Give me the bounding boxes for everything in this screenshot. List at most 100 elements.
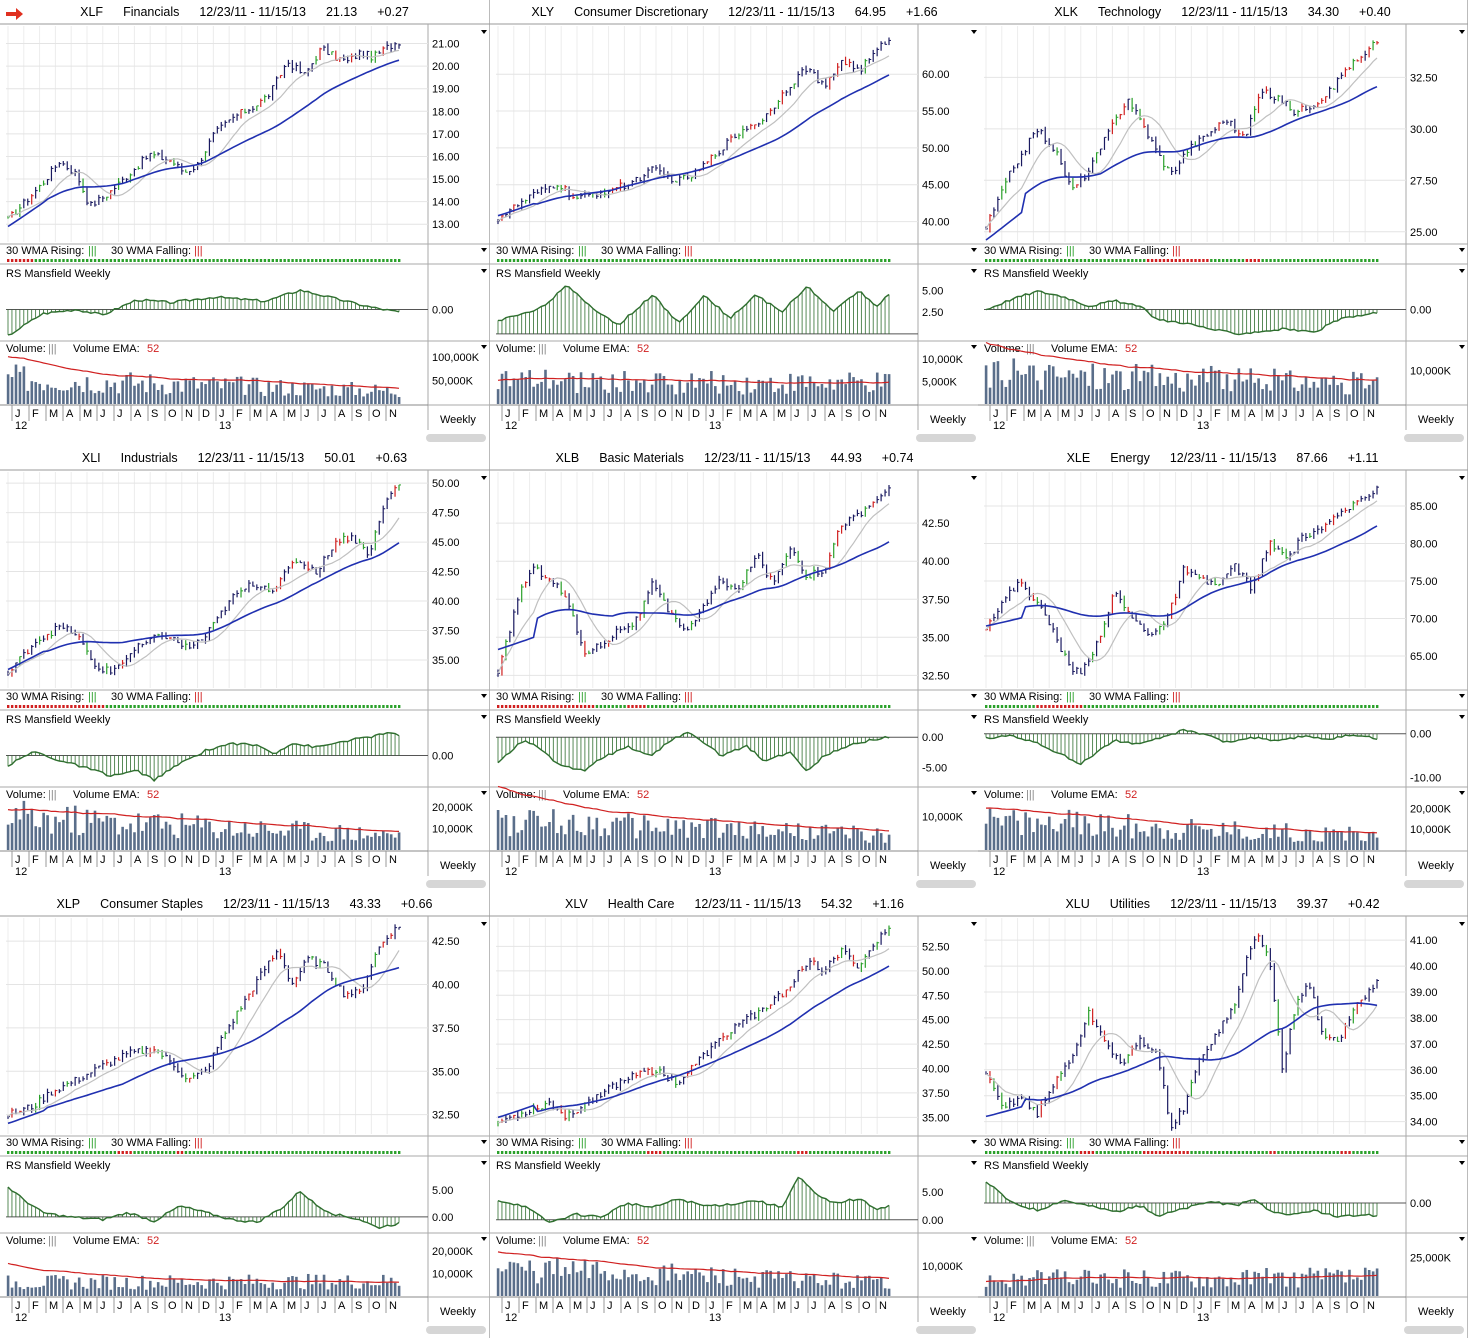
price-pane-menu-icon[interactable] [971,30,977,34]
rs-pane-menu-icon[interactable] [1459,1161,1465,1165]
trend-dot [1229,1151,1233,1154]
period-selector[interactable]: Weekly [1418,860,1454,872]
price-bar [1313,986,1316,999]
period-selector[interactable]: Weekly [440,414,476,426]
volume-bar [500,373,504,404]
rs-pane-menu-icon[interactable] [971,715,977,719]
rs-pane-menu-icon[interactable] [481,715,487,719]
horizontal-scrollbar[interactable] [426,1326,486,1334]
price-pane-menu-icon[interactable] [1459,476,1465,480]
volume-bar [844,1282,847,1296]
chart-panel-xli[interactable]: XLI Industrials 12/23/11 - 11/15/13 50.01 +0… [0,446,490,892]
trend-dot [698,259,701,262]
volume-bar [152,1287,156,1296]
rs-label: RS Mansfield Weekly [496,714,601,726]
volume-pane-menu-icon[interactable] [481,791,487,795]
trend-dot [1308,1151,1312,1154]
volume-bar [548,1261,551,1296]
horizontal-scrollbar[interactable] [1404,434,1464,442]
rs-pane-menu-icon[interactable] [1459,269,1465,273]
rs-pane-menu-icon[interactable] [481,1161,487,1165]
price-bar [1368,987,1372,1002]
rs-pane-menu-icon[interactable] [971,269,977,273]
volume-bar [1336,831,1339,850]
period-selector[interactable]: Weekly [1418,1306,1454,1318]
trend-dot [1087,1151,1091,1154]
chart-panel-xlv[interactable]: XLV Health Care 12/23/11 - 11/15/13 54.32 +1… [490,892,980,1338]
wma-pane-menu-icon[interactable] [481,694,487,698]
horizontal-scrollbar[interactable] [1404,880,1464,888]
horizontal-scrollbar[interactable] [426,434,486,442]
price-pane-menu-icon[interactable] [481,30,487,34]
price-pane-menu-icon[interactable] [1459,922,1465,926]
trend-dot [1091,1151,1095,1154]
trend-dot [623,1151,626,1154]
price-bar [1368,46,1372,58]
chart-panel-xly[interactable]: XLY Consumer Discretionary 12/23/11 - 11/1… [490,0,980,446]
volume-pane-menu-icon[interactable] [971,345,977,349]
period-selector[interactable]: Weekly [1418,414,1454,426]
price-pane-menu-icon[interactable] [971,922,977,926]
wma-pane-menu-icon[interactable] [481,1140,487,1144]
volume-pane-menu-icon[interactable] [1459,1237,1465,1241]
trend-dot [1253,1151,1256,1154]
wma-pane-menu-icon[interactable] [971,694,977,698]
price-bar [651,1067,655,1076]
volume-bar [310,1284,314,1296]
volume-bar [808,376,812,404]
period-selector[interactable]: Weekly [930,860,966,872]
rs-pane-menu-icon[interactable] [971,1161,977,1165]
period-selector[interactable]: Weekly [930,414,966,426]
horizontal-scrollbar[interactable] [426,880,486,888]
trend-dot [1182,705,1185,708]
month-label: O [168,1300,177,1312]
volume-pane-menu-icon[interactable] [1459,791,1465,795]
wma-pane-menu-icon[interactable] [1459,694,1465,698]
horizontal-scrollbar[interactable] [916,880,976,888]
red-flag-icon[interactable] [6,8,23,20]
period-selector[interactable]: Weekly [440,1306,476,1318]
price-pane-menu-icon[interactable] [481,922,487,926]
volume-pane-menu-icon[interactable] [481,345,487,349]
horizontal-scrollbar[interactable] [916,1326,976,1334]
volume-pane-menu-icon[interactable] [971,791,977,795]
volume-bar [1103,831,1106,850]
trend-dot [864,705,867,708]
price-bar [1123,595,1127,612]
price-pane-menu-icon[interactable] [481,476,487,480]
price-bar [38,184,42,192]
chart-panel-xlu[interactable]: XLU Utilities 12/23/11 - 11/15/13 39.37 +0.4… [978,892,1468,1338]
wma-pane-menu-icon[interactable] [971,248,977,252]
wma-pane-menu-icon[interactable] [1459,1140,1465,1144]
price-bar [829,76,832,90]
wma-pane-menu-icon[interactable] [1459,248,1465,252]
wma-pane-menu-icon[interactable] [971,1140,977,1144]
chart-panel-xlp[interactable]: XLP Consumer Staples 12/23/11 - 11/15/13 43… [0,892,490,1338]
rs-pane-menu-icon[interactable] [481,269,487,273]
trend-dot [378,705,381,708]
price-bar [1340,508,1344,517]
volume-pane-menu-icon[interactable] [971,1237,977,1241]
horizontal-scrollbar[interactable] [916,434,976,442]
price-bar [1182,564,1186,584]
trend-dot [220,1151,223,1154]
price-pane-menu-icon[interactable] [971,476,977,480]
volume-pane-menu-icon[interactable] [481,1237,487,1241]
price-bar [1064,650,1067,657]
volume-bar [287,393,290,404]
wma-pane-menu-icon[interactable] [481,248,487,252]
volume-bar [188,825,192,850]
chart-panel-xle[interactable]: XLE Energy 12/23/11 - 11/15/13 87.66 +1.11 85… [978,446,1468,892]
price-pane-menu-icon[interactable] [1459,30,1465,34]
period-selector[interactable]: Weekly [930,1306,966,1318]
rs-pane-menu-icon[interactable] [1459,715,1465,719]
chart-panel-xlk[interactable]: XLK Technology 12/23/11 - 11/15/13 34.30 +0.… [978,0,1468,446]
trend-dot [595,705,599,708]
volume-bar [1146,1277,1150,1296]
chart-panel-xlf[interactable]: XLF Financials 12/23/11 - 11/15/13 21.13 +0.… [0,0,490,446]
volume-pane-menu-icon[interactable] [1459,345,1465,349]
volume-bar [397,1285,401,1296]
chart-panel-xlb[interactable]: XLB Basic Materials 12/23/11 - 11/15/13 44.… [490,446,980,892]
horizontal-scrollbar[interactable] [1404,1326,1464,1334]
period-selector[interactable]: Weekly [440,860,476,872]
